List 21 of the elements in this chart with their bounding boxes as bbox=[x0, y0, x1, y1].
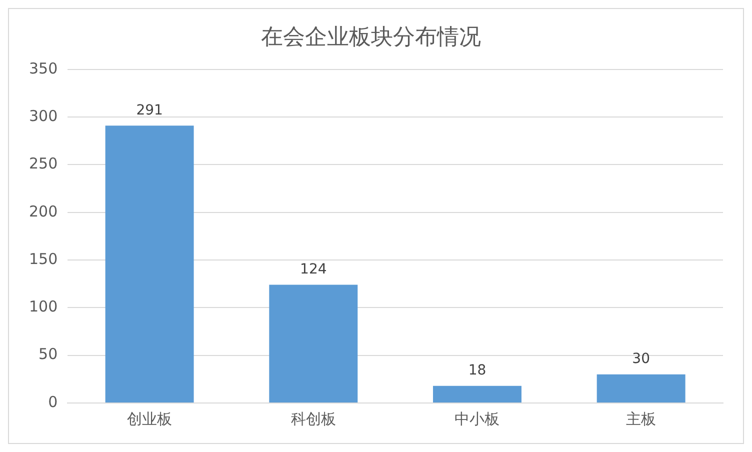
y-tick-label: 150 bbox=[28, 250, 58, 268]
chart-title: 在会企业板块分布情况 bbox=[261, 24, 481, 50]
data-label: 18 bbox=[468, 362, 486, 378]
y-tick-label: 250 bbox=[28, 154, 58, 173]
data-label: 291 bbox=[136, 102, 163, 118]
bar bbox=[433, 386, 522, 402]
y-tick-label: 350 bbox=[28, 59, 58, 78]
y-tick-label: 200 bbox=[28, 202, 58, 220]
data-label: 124 bbox=[300, 261, 327, 278]
y-tick-label: 100 bbox=[28, 298, 58, 316]
data-label: 30 bbox=[632, 351, 650, 368]
y-tick-label: 0 bbox=[48, 392, 58, 411]
x-tick-label: 科创板 bbox=[290, 410, 336, 428]
x-tick-label: 创业板 bbox=[127, 410, 172, 428]
x-tick-label: 主板 bbox=[626, 410, 656, 428]
bar bbox=[269, 284, 358, 402]
y-tick-label: 300 bbox=[28, 106, 58, 125]
y-tick-label: 50 bbox=[38, 345, 58, 364]
bar bbox=[596, 374, 686, 402]
bar bbox=[105, 126, 194, 402]
x-tick-label: 中小板 bbox=[454, 410, 500, 428]
